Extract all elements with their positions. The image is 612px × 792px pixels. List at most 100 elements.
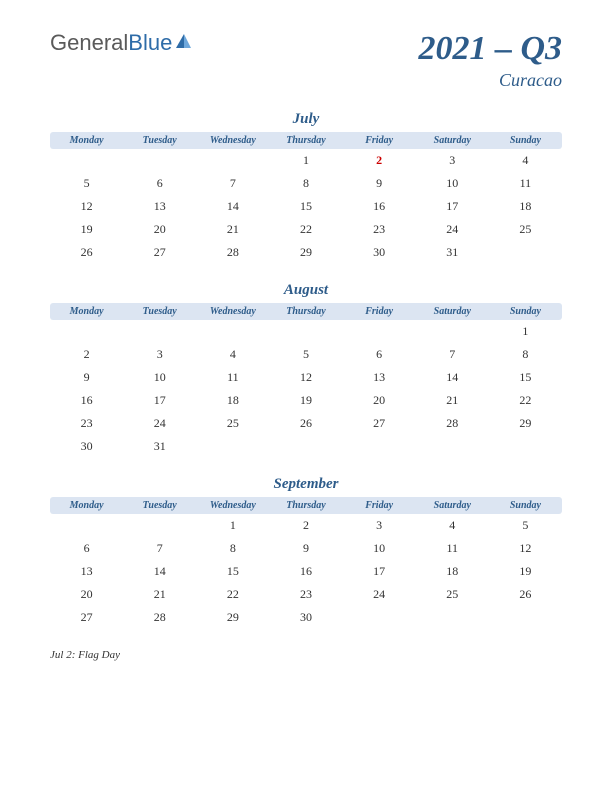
weekday-label: Friday: [343, 306, 416, 317]
weekday-label: Wednesday: [196, 135, 269, 146]
day-cell: 11: [489, 174, 562, 193]
day-cell: 26: [269, 414, 342, 433]
logo-part1: General: [50, 30, 128, 56]
day-cell: .: [196, 151, 269, 170]
day-cell: 30: [50, 437, 123, 456]
weekday-label: Monday: [50, 500, 123, 511]
weekday-header-row: MondayTuesdayWednesdayThursdayFridaySatu…: [50, 303, 562, 320]
day-cell: 10: [343, 539, 416, 558]
weekday-label: Friday: [343, 500, 416, 511]
day-cell: 17: [416, 197, 489, 216]
week-row: 9101112131415: [50, 366, 562, 389]
day-cell: 2: [269, 516, 342, 535]
day-cell: 25: [196, 414, 269, 433]
day-cell: 14: [416, 368, 489, 387]
day-cell: 22: [489, 391, 562, 410]
day-cell: 3: [343, 516, 416, 535]
weekday-label: Saturday: [416, 500, 489, 511]
weekday-label: Thursday: [269, 500, 342, 511]
day-cell: 6: [123, 174, 196, 193]
day-cell: .: [343, 608, 416, 627]
day-cell: .: [269, 437, 342, 456]
day-cell: 1: [269, 151, 342, 170]
day-cell: 5: [489, 516, 562, 535]
day-cell: 14: [196, 197, 269, 216]
weekday-label: Tuesday: [123, 306, 196, 317]
day-cell: 10: [416, 174, 489, 193]
weekday-label: Sunday: [489, 135, 562, 146]
weekday-label: Monday: [50, 306, 123, 317]
day-cell: 21: [416, 391, 489, 410]
week-row: 16171819202122: [50, 389, 562, 412]
day-cell: 27: [343, 414, 416, 433]
day-cell: 24: [416, 220, 489, 239]
day-cell: 4: [196, 345, 269, 364]
month-name: September: [50, 476, 562, 493]
week-row: 12131415161718: [50, 195, 562, 218]
day-cell: 8: [269, 174, 342, 193]
day-cell: 27: [123, 243, 196, 262]
weekday-label: Thursday: [269, 135, 342, 146]
month-name: July: [50, 111, 562, 128]
month-block: August MondayTuesdayWednesdayThursdayFrid…: [50, 282, 562, 458]
weekday-label: Wednesday: [196, 500, 269, 511]
day-cell: 28: [123, 608, 196, 627]
day-cell: 26: [489, 585, 562, 604]
day-cell: 28: [196, 243, 269, 262]
day-cell: 22: [269, 220, 342, 239]
day-cell: 25: [489, 220, 562, 239]
day-cell: .: [196, 322, 269, 341]
day-cell: .: [343, 437, 416, 456]
month-name: August: [50, 282, 562, 299]
day-cell: 16: [269, 562, 342, 581]
day-cell: 1: [489, 322, 562, 341]
weekday-label: Sunday: [489, 500, 562, 511]
weekday-label: Sunday: [489, 306, 562, 317]
day-cell: .: [123, 151, 196, 170]
day-cell: 11: [416, 539, 489, 558]
day-cell: .: [50, 151, 123, 170]
day-cell: 4: [416, 516, 489, 535]
day-cell: 5: [269, 345, 342, 364]
day-cell: 7: [196, 174, 269, 193]
week-row: 20212223242526: [50, 583, 562, 606]
day-cell: .: [416, 322, 489, 341]
day-cell: 23: [50, 414, 123, 433]
day-cell: 21: [123, 585, 196, 604]
day-cell: 15: [269, 197, 342, 216]
week-row: ...1234: [50, 149, 562, 172]
day-cell: 13: [50, 562, 123, 581]
day-cell: 26: [50, 243, 123, 262]
day-cell: .: [123, 322, 196, 341]
day-cell: 7: [123, 539, 196, 558]
day-cell: .: [489, 243, 562, 262]
holiday-note: Jul 2: Flag Day: [50, 649, 562, 661]
week-row: 567891011: [50, 172, 562, 195]
day-cell: 25: [416, 585, 489, 604]
day-cell: 31: [416, 243, 489, 262]
day-cell: 29: [269, 243, 342, 262]
week-row: 23242526272829: [50, 412, 562, 435]
weekday-label: Friday: [343, 135, 416, 146]
day-cell: 19: [489, 562, 562, 581]
weekday-label: Wednesday: [196, 306, 269, 317]
week-row: ..12345: [50, 514, 562, 537]
day-cell: 17: [343, 562, 416, 581]
weekday-label: Tuesday: [123, 135, 196, 146]
day-cell: 20: [123, 220, 196, 239]
day-cell: .: [50, 322, 123, 341]
day-cell: 9: [269, 539, 342, 558]
header: General Blue 2021 – Q3 Curacao: [50, 30, 562, 91]
day-cell: 22: [196, 585, 269, 604]
day-cell: .: [416, 437, 489, 456]
day-cell: 9: [50, 368, 123, 387]
day-cell: 23: [343, 220, 416, 239]
day-cell: 18: [416, 562, 489, 581]
day-cell: 13: [123, 197, 196, 216]
day-cell: .: [343, 322, 416, 341]
day-cell: 1: [196, 516, 269, 535]
day-cell: 12: [489, 539, 562, 558]
day-cell: 23: [269, 585, 342, 604]
day-cell: 8: [489, 345, 562, 364]
day-cell: 27: [50, 608, 123, 627]
